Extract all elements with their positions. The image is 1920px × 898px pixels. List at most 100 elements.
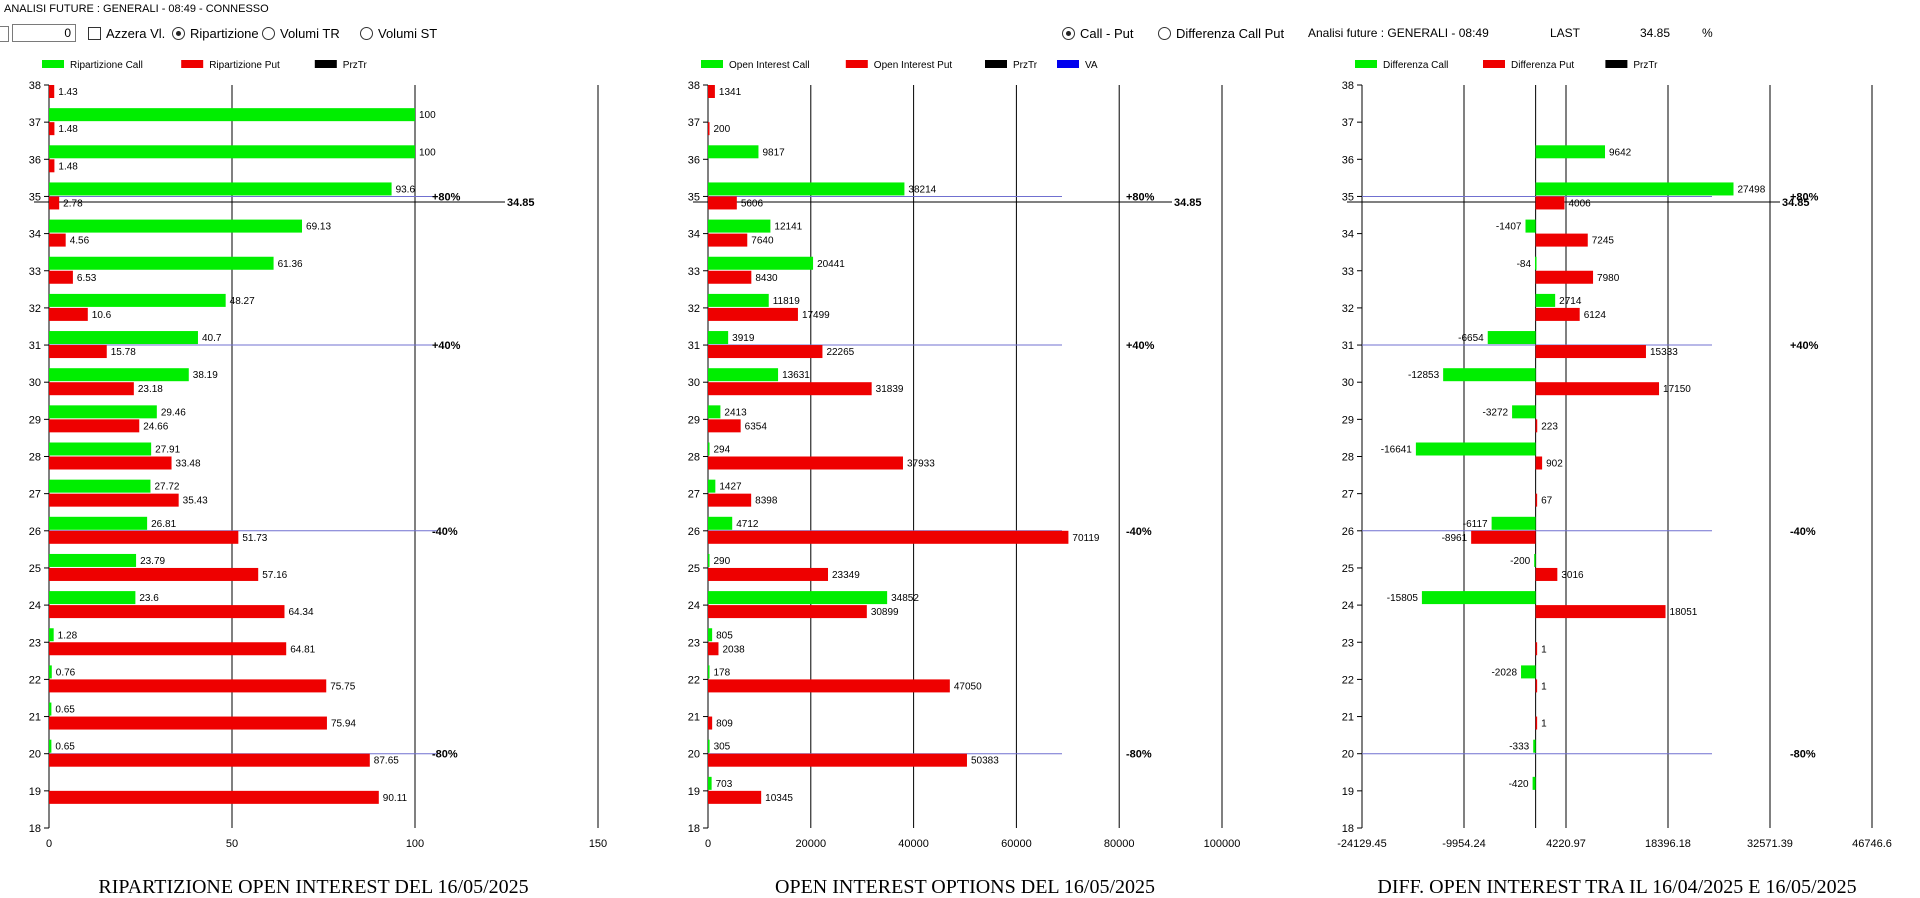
bar-value-label: 37933 bbox=[907, 459, 935, 470]
call-bar bbox=[1443, 368, 1536, 382]
chart-title: OPEN INTEREST OPTIONS DEL 16/05/2025 bbox=[775, 876, 1155, 898]
put-bar bbox=[1471, 530, 1536, 544]
y-tick-label: 34 bbox=[1342, 229, 1354, 241]
x-tick-label: 80000 bbox=[1104, 838, 1135, 850]
legend-swatch bbox=[701, 60, 723, 68]
bar-value-label: 3919 bbox=[732, 333, 755, 344]
put-bar bbox=[708, 530, 1069, 544]
bar-value-label: 1.48 bbox=[58, 161, 78, 172]
bar-value-label: -333 bbox=[1509, 742, 1529, 753]
put-bar bbox=[49, 307, 88, 321]
y-tick-label: 19 bbox=[29, 786, 41, 798]
radio-icon[interactable] bbox=[360, 27, 373, 40]
bar-value-label: 23.79 bbox=[140, 556, 165, 567]
level-line-label: +40% bbox=[1790, 340, 1819, 352]
call-bar bbox=[49, 368, 189, 382]
bar-value-label: 0.65 bbox=[55, 742, 75, 753]
put-bar bbox=[49, 716, 327, 730]
spin-left-handle[interactable] bbox=[0, 26, 9, 42]
level-line-label: -40% bbox=[1126, 526, 1152, 538]
call-bar bbox=[49, 665, 52, 679]
y-tick-label: 26 bbox=[1342, 526, 1354, 538]
y-tick-label: 28 bbox=[688, 452, 700, 464]
last-label: LAST bbox=[1550, 26, 1581, 40]
bar-value-label: 29.46 bbox=[161, 407, 186, 418]
call-bar bbox=[708, 442, 710, 456]
radio-selected-icon[interactable] bbox=[1062, 27, 1075, 40]
bar-value-label: 93.6 bbox=[396, 184, 416, 195]
radio-call-put[interactable]: Call - Put bbox=[1062, 26, 1133, 41]
y-tick-label: 38 bbox=[29, 80, 41, 92]
y-tick-label: 24 bbox=[688, 600, 700, 612]
radio-volumi-st[interactable]: Volumi ST bbox=[360, 26, 437, 41]
x-tick-label: 32571.39 bbox=[1747, 838, 1793, 850]
bar-value-label: 47050 bbox=[954, 681, 982, 692]
y-tick-label: 37 bbox=[1342, 117, 1354, 129]
put-bar bbox=[708, 716, 713, 730]
radio-icon[interactable] bbox=[262, 27, 275, 40]
y-tick-label: 27 bbox=[688, 489, 700, 501]
radio-ripartizione-label: Ripartizione bbox=[190, 26, 259, 41]
bar-value-label: 15.78 bbox=[111, 347, 136, 358]
level-line-label: +80% bbox=[432, 191, 461, 203]
bar-value-label: 12141 bbox=[774, 222, 802, 233]
put-bar bbox=[1535, 679, 1538, 693]
put-bar bbox=[1535, 456, 1543, 470]
bar-value-label: -15805 bbox=[1387, 593, 1419, 604]
level-line-label: +80% bbox=[1790, 191, 1819, 203]
bar-value-label: 4006 bbox=[1568, 198, 1591, 209]
y-tick-label: 30 bbox=[688, 377, 700, 389]
bar-value-label: 223 bbox=[1541, 421, 1558, 432]
value-spinner[interactable]: 0 bbox=[12, 24, 76, 42]
y-tick-label: 20 bbox=[1342, 749, 1354, 761]
y-tick-label: 21 bbox=[29, 712, 41, 724]
y-tick-label: 20 bbox=[29, 749, 41, 761]
bar-value-label: 75.75 bbox=[330, 681, 355, 692]
call-bar bbox=[49, 442, 152, 456]
bar-value-label: 4712 bbox=[736, 519, 759, 530]
bar-value-label: 23349 bbox=[832, 570, 860, 581]
radio-selected-icon[interactable] bbox=[172, 27, 185, 40]
put-bar bbox=[1535, 196, 1565, 210]
radio-volumi-st-label: Volumi ST bbox=[378, 26, 438, 41]
radio-diff-call-put[interactable]: Differenza Call Put bbox=[1158, 26, 1284, 41]
y-tick-label: 36 bbox=[29, 154, 41, 166]
y-tick-label: 29 bbox=[29, 414, 41, 426]
x-tick-label: 46746.6 bbox=[1852, 838, 1892, 850]
put-bar bbox=[708, 382, 872, 396]
call-bar bbox=[49, 256, 274, 270]
put-bar bbox=[708, 233, 748, 247]
bar-value-label: 24.66 bbox=[143, 421, 168, 432]
bar-value-label: -6117 bbox=[1463, 519, 1488, 530]
radio-icon[interactable] bbox=[1158, 27, 1171, 40]
x-tick-label: 0 bbox=[705, 838, 711, 850]
put-bar bbox=[1535, 605, 1666, 619]
bar-value-label: 27498 bbox=[1737, 184, 1765, 195]
x-tick-label: -24129.45 bbox=[1337, 838, 1387, 850]
bar-value-label: 8398 bbox=[755, 496, 778, 507]
legend-label: PrzTr bbox=[1633, 60, 1658, 71]
legend-label: Ripartizione Put bbox=[209, 60, 280, 71]
y-tick-label: 18 bbox=[688, 823, 700, 835]
bar-value-label: 70119 bbox=[1072, 533, 1100, 544]
put-bar bbox=[1535, 270, 1594, 284]
put-bar bbox=[1535, 307, 1580, 321]
bar-value-label: 64.34 bbox=[288, 607, 313, 618]
radio-ripartizione[interactable]: Ripartizione bbox=[172, 26, 259, 41]
call-bar bbox=[49, 591, 136, 605]
y-tick-label: 32 bbox=[688, 303, 700, 315]
window-title: ANALISI FUTURE : GENERALI - 08:49 - CONN… bbox=[4, 3, 269, 15]
checkbox-icon[interactable] bbox=[88, 27, 101, 40]
y-tick-label: 24 bbox=[1342, 600, 1354, 612]
azzera-checkbox[interactable]: Azzera Vl. bbox=[88, 26, 165, 41]
bar-value-label: 809 bbox=[716, 719, 733, 730]
radio-volumi-tr[interactable]: Volumi TR bbox=[262, 26, 340, 41]
put-bar bbox=[49, 790, 379, 804]
level-line-label: -80% bbox=[432, 749, 458, 761]
bar-value-label: 200 bbox=[714, 124, 731, 135]
y-tick-label: 28 bbox=[29, 452, 41, 464]
put-bar bbox=[49, 122, 55, 136]
put-bar bbox=[49, 382, 134, 396]
y-tick-label: 29 bbox=[688, 414, 700, 426]
